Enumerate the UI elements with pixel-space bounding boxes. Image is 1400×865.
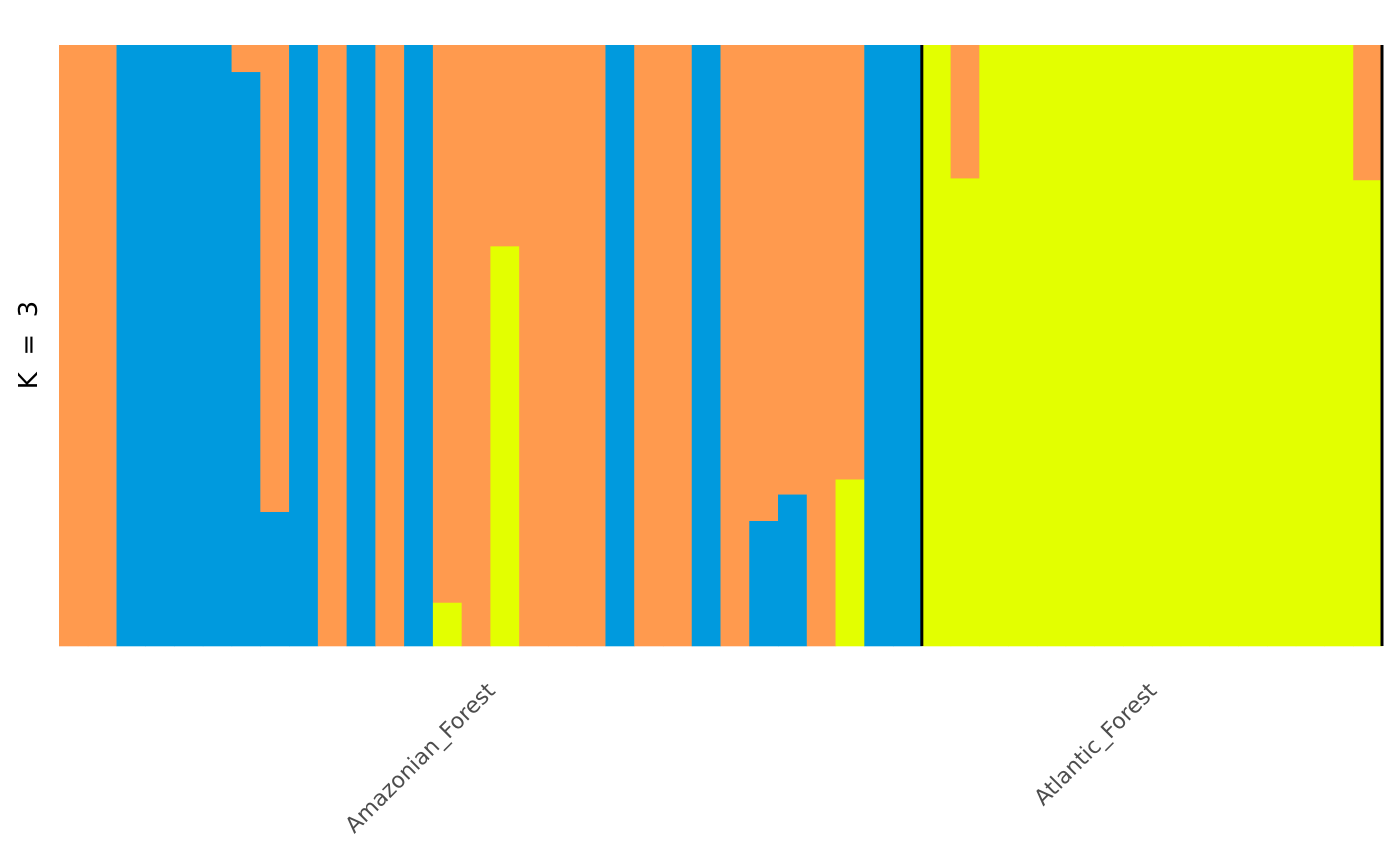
bar-segment-6-cluster1: [202, 45, 233, 647]
bar-segment-8-cluster1: [260, 511, 290, 647]
bar-segment-45-cluster3: [1324, 45, 1354, 647]
bar-segment-16-cluster2: [490, 45, 520, 247]
bar-segment-28-cluster2: [835, 45, 865, 480]
bar-segment-27-cluster2: [806, 45, 837, 647]
bar-segment-14-cluster3: [432, 602, 463, 647]
bar-segment-1-cluster2: [59, 45, 89, 647]
bar-segment-41-cluster3: [1209, 45, 1239, 647]
bar-segment-11-cluster1: [346, 45, 376, 647]
y-axis-label: K = 3: [14, 301, 44, 389]
bar-segment-26-cluster2: [778, 45, 808, 495]
bar-segment-36-cluster3: [1065, 45, 1095, 647]
bar-segment-24-cluster2: [720, 45, 750, 647]
bar-segment-16-cluster3: [490, 246, 520, 647]
bar-segment-33-cluster3: [979, 45, 1009, 647]
bar-segment-28-cluster3: [835, 479, 865, 647]
bar-segment-30-cluster1: [893, 45, 923, 647]
bar-segment-37-cluster3: [1094, 45, 1124, 647]
bar-segment-32-cluster3: [950, 178, 980, 647]
bar-segment-21-cluster2: [634, 45, 664, 647]
population-separators: [920, 45, 1384, 646]
bar-segment-44-cluster3: [1295, 45, 1326, 647]
bar-segment-8-cluster2: [260, 45, 290, 513]
bar-segment-13-cluster1: [404, 45, 434, 647]
bar-segment-19-cluster2: [576, 45, 607, 647]
bar-segment-34-cluster3: [1008, 45, 1038, 647]
bar-segment-39-cluster3: [1151, 45, 1182, 647]
bar-segment-17-cluster2: [519, 45, 549, 647]
bar-segment-7-cluster1: [231, 72, 261, 647]
bar-segment-14-cluster2: [432, 45, 463, 604]
bar-segment-22-cluster2: [662, 45, 693, 647]
bar-segment-38-cluster3: [1123, 45, 1153, 647]
admixture-bars: [59, 45, 1383, 647]
bar-segment-42-cluster3: [1238, 45, 1268, 647]
bar-segment-9-cluster1: [289, 45, 319, 647]
bar-segment-40-cluster3: [1180, 45, 1211, 647]
bar-segment-3-cluster1: [116, 45, 146, 647]
bar-segment-23-cluster1: [691, 45, 722, 647]
bar-segment-46-cluster3: [1353, 180, 1383, 647]
bar-segment-12-cluster2: [375, 45, 405, 647]
bar-segment-25-cluster2: [749, 45, 779, 522]
bar-segment-43-cluster3: [1266, 45, 1297, 647]
population-label-1: Amazonian_Forest: [341, 678, 501, 838]
population-label-2: Atlantic_Forest: [1030, 678, 1163, 811]
bar-segment-18-cluster2: [547, 45, 578, 647]
bar-segment-4-cluster1: [145, 45, 175, 647]
bar-segment-15-cluster2: [461, 45, 492, 647]
bar-segment-7-cluster2: [231, 45, 261, 73]
bar-segment-5-cluster1: [174, 45, 204, 647]
bar-segment-25-cluster1: [749, 520, 779, 647]
bar-segment-32-cluster2: [950, 45, 980, 179]
bar-segment-2-cluster2: [87, 45, 118, 647]
bar-segment-26-cluster1: [778, 494, 808, 647]
bar-segment-29-cluster1: [864, 45, 894, 647]
bar-segment-35-cluster3: [1036, 45, 1067, 647]
bar-segment-10-cluster2: [317, 45, 348, 647]
bar-segment-20-cluster1: [605, 45, 635, 647]
bar-segment-46-cluster2: [1353, 45, 1383, 181]
population-labels: Amazonian_Forest Atlantic_Forest: [341, 678, 1163, 838]
bar-segment-31-cluster3: [921, 45, 952, 647]
